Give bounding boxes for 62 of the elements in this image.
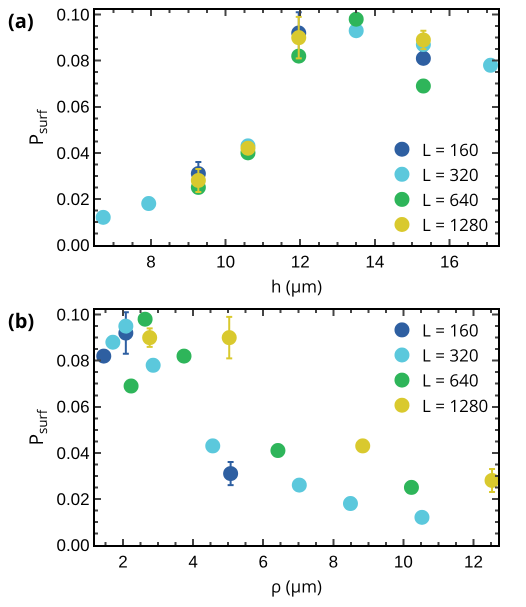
- point: [484, 472, 500, 488]
- x-tick-label: 16: [440, 252, 459, 272]
- y-tick-label: 0.02: [56, 190, 90, 209]
- y-tick-label: 0.04: [56, 444, 90, 463]
- point: [270, 443, 286, 458]
- point: [416, 32, 431, 48]
- chart-title: (b): [8, 307, 34, 334]
- x-tick-label: 8: [328, 552, 338, 572]
- y-tick-label: 0.06: [56, 98, 90, 117]
- point: [176, 348, 192, 364]
- point: [138, 312, 153, 327]
- x-tick-label: 10: [394, 552, 413, 572]
- legend-label: L = 160: [422, 318, 479, 342]
- y-tick-label: 0.02: [56, 490, 90, 509]
- x-tick-label: 6: [258, 552, 268, 572]
- y-tick-label: 0.00: [56, 236, 90, 255]
- point: [416, 78, 431, 94]
- point: [96, 210, 111, 225]
- point: [118, 318, 134, 334]
- y-tick-label: 0.08: [56, 52, 90, 71]
- x-axis-title: h (μm): [270, 274, 322, 298]
- y-tick-label: 0.00: [56, 536, 90, 555]
- legend-label: L = 1280: [422, 213, 488, 236]
- point: [292, 478, 307, 493]
- point: [414, 510, 430, 525]
- point: [483, 58, 498, 73]
- point: [190, 172, 206, 188]
- point: [124, 378, 139, 394]
- point: [355, 438, 370, 454]
- point: [205, 438, 220, 454]
- point: [416, 50, 431, 66]
- point: [146, 358, 161, 373]
- x-tick-label: 12: [290, 252, 310, 272]
- point: [223, 466, 238, 482]
- y-tick-label: 0.10: [56, 306, 90, 325]
- legend-label: L = 160: [422, 138, 479, 161]
- point: [96, 348, 112, 364]
- x-tick-label: 10: [216, 252, 236, 272]
- point: [141, 196, 156, 212]
- legend-label: L = 320: [422, 162, 479, 186]
- x-axis-title: ρ (μm): [271, 574, 322, 598]
- y-tick-label: 0.08: [56, 352, 90, 371]
- point: [142, 330, 158, 346]
- legend-label: L = 640: [422, 188, 479, 212]
- legend-label: L = 320: [422, 344, 479, 367]
- x-tick-label: 14: [365, 252, 384, 272]
- x-tick-label: 8: [146, 252, 156, 272]
- chart-title: (a): [8, 7, 34, 34]
- point: [291, 30, 306, 46]
- point: [404, 480, 419, 495]
- x-tick-label: 4: [188, 552, 198, 572]
- y-tick-label: 0.06: [56, 398, 90, 417]
- y-tick-label: 0.10: [56, 6, 90, 25]
- point: [222, 330, 237, 346]
- y-tick-label: 0.04: [56, 144, 90, 163]
- x-tick-label: 12: [464, 552, 483, 572]
- point: [105, 334, 120, 350]
- point: [348, 12, 364, 27]
- x-tick-label: 2: [118, 552, 128, 572]
- legend-label: L = 1280: [422, 394, 488, 417]
- point: [342, 496, 358, 512]
- legend-label: L = 640: [422, 368, 479, 392]
